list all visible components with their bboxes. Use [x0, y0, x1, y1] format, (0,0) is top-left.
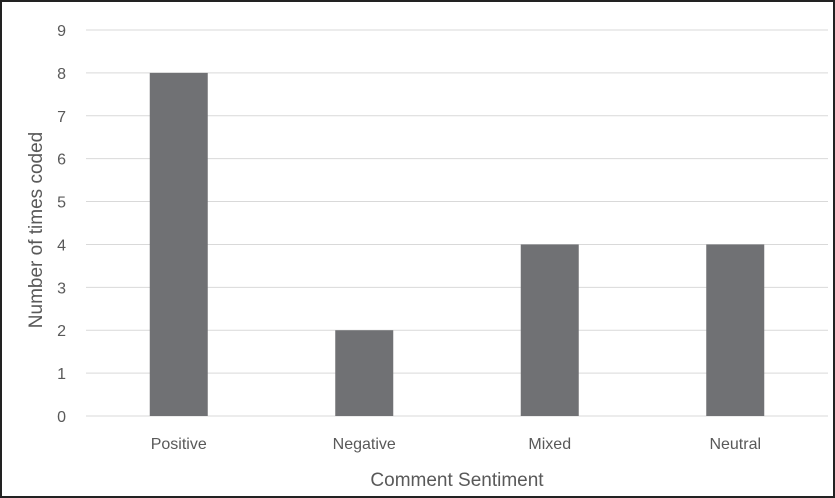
- x-tick-label-negative: Negative: [333, 436, 396, 453]
- bars: [149, 72, 765, 416]
- y-tick-label: 5: [57, 195, 66, 212]
- y-tick-label: 0: [57, 409, 66, 426]
- x-tick-label-mixed: Mixed: [528, 436, 571, 453]
- y-tick-label: 8: [57, 66, 66, 83]
- y-tick-label: 1: [57, 366, 66, 383]
- y-tick-label: 9: [57, 23, 66, 40]
- y-tick-label: 7: [57, 109, 66, 126]
- x-axis-title: Comment Sentiment: [370, 470, 544, 491]
- x-tick-label-positive: Positive: [151, 436, 207, 453]
- y-tick-label: 3: [57, 280, 66, 297]
- y-tick-label: 6: [57, 152, 66, 169]
- x-tick-label-neutral: Neutral: [709, 436, 761, 453]
- bar-negative: [335, 330, 394, 416]
- bar-neutral: [706, 244, 765, 416]
- bar-positive: [149, 72, 208, 416]
- y-tick-label: 2: [57, 323, 66, 340]
- x-axis-ticks: Positive Negative Mixed Neutral: [151, 436, 761, 453]
- y-axis-title: Number of times coded: [26, 132, 47, 328]
- y-tick-label: 4: [57, 237, 66, 254]
- bar-mixed: [520, 244, 579, 416]
- gridlines: [86, 29, 828, 417]
- y-axis-ticks: 0 1 2 3 4 5 6 7 8 9: [57, 23, 66, 426]
